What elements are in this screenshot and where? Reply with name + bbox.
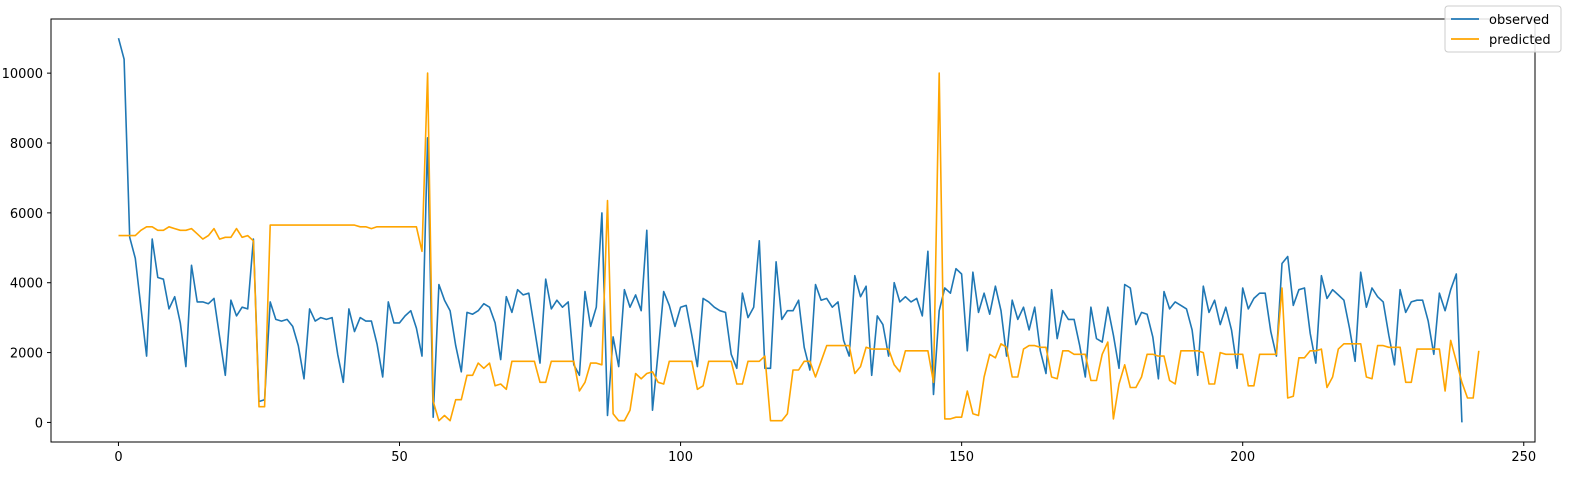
- y-tick-label: 10000: [2, 67, 43, 82]
- y-tick-label: 0: [35, 416, 43, 431]
- x-tick-label: 150: [949, 450, 974, 465]
- series-layer: [117, 37, 1480, 423]
- legend: observed predicted: [1444, 5, 1562, 53]
- x-tick-label: 100: [668, 450, 693, 465]
- legend-label-predicted: predicted: [1489, 33, 1551, 48]
- y-tick-label: 4000: [10, 277, 43, 292]
- x-tick-label: 200: [1230, 450, 1255, 465]
- x-tick-label: 0: [114, 450, 122, 465]
- y-tick-label: 6000: [10, 207, 43, 222]
- x-tick-label: 50: [391, 450, 408, 465]
- legend-label-observed: observed: [1489, 13, 1549, 28]
- plot-area: [50, 18, 1536, 443]
- y-tick-label: 2000: [10, 347, 43, 362]
- series-line-observed: [117, 37, 1463, 423]
- y-tick-label: 8000: [10, 137, 43, 152]
- x-axis: 0 50 100 150 200 250: [114, 442, 1536, 465]
- y-axis: 0 2000 4000 6000 8000 10000: [2, 67, 51, 431]
- x-tick-label: 250: [1511, 450, 1536, 465]
- legend-box: [1444, 5, 1562, 53]
- axes-frame: [50, 18, 1536, 443]
- series-line-predicted: [118, 72, 1480, 422]
